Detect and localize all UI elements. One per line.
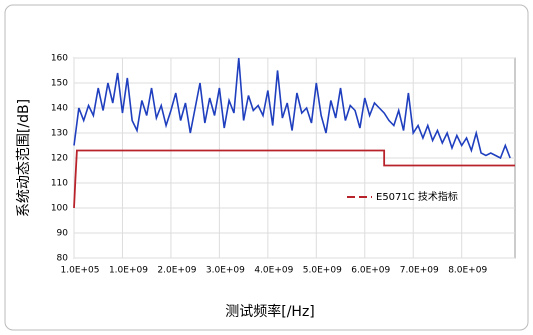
y-tick-label: 80 (57, 254, 69, 264)
x-tick-label: 1.0E+05 (61, 266, 100, 276)
y-tick-label: 130 (51, 129, 68, 139)
y-axis-label: 系统动态范围[/dB] (15, 99, 32, 217)
x-tick-label: 2.0E+09 (157, 266, 196, 276)
y-tick-label: 160 (51, 54, 68, 64)
x-axis-label: 测试频率[/Hz] (225, 303, 315, 320)
x-tick-label: 1.0E+09 (109, 266, 148, 276)
x-tick-label: 5.0E+09 (303, 266, 342, 276)
x-tick-label: 3.0E+09 (206, 266, 245, 276)
y-tick-label: 110 (51, 179, 68, 189)
y-tick-label: 90 (57, 229, 69, 239)
x-tick-label: 6.0E+09 (351, 266, 390, 276)
y-tick-label: 100 (51, 204, 68, 214)
x-tick-label: 7.0E+09 (400, 266, 439, 276)
y-tick-label: 140 (51, 104, 68, 114)
x-tick-label: 4.0E+09 (254, 266, 293, 276)
y-tick-label: 120 (51, 154, 68, 164)
series-line (73, 57, 511, 160)
series-line (73, 149, 515, 209)
y-tick-label: 150 (51, 79, 68, 89)
x-tick-label: 8.0E+09 (448, 266, 487, 276)
legend-label: E5071C 技术指标 (376, 190, 458, 203)
